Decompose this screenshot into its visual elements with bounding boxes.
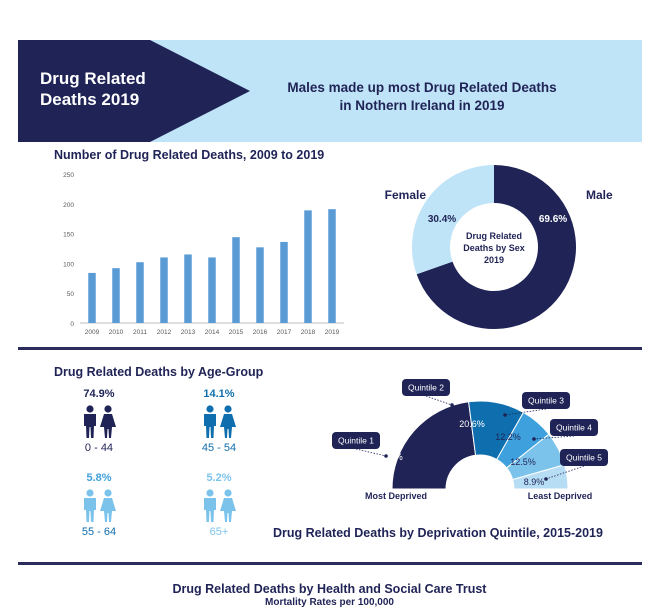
banner-title: Drug Related Deaths 2019 [40,68,190,110]
callout-dot [544,477,548,481]
x-tick-label: 2012 [157,329,172,336]
quintile-value-label: 45.9% [377,452,403,462]
age-group-title: Drug Related Deaths by Age-Group [54,365,264,379]
x-tick-label: 2017 [277,329,292,336]
x-tick-label: 2016 [253,329,268,336]
quintile-label: Quintile 3 [528,396,564,406]
quintile-segment-5 [512,464,569,490]
quintile-callout-box [332,432,380,449]
bar-2013 [184,254,192,323]
deprivation-chart-title: Drug Related Deaths by Deprivation Quint… [273,526,603,540]
person-icon [189,405,249,444]
age-group-label: 55 - 64 [81,526,117,538]
age-percent-label: 74.9% [83,388,115,400]
quintile-callout-box [560,449,608,466]
quintile-value-label: 20.6% [459,419,485,429]
quintile-callout-box [522,392,570,409]
callout-dot [503,413,507,417]
x-tick-label: 2011 [133,329,147,336]
person-icon [189,489,249,528]
hsc-title: Drug Related Deaths by Health and Social… [172,582,487,596]
callout-dot [450,403,454,407]
x-tick-label: 2018 [301,329,316,336]
callout-leader [504,408,547,416]
donut-slice-female [411,165,494,275]
quintile-label: Quintile 5 [566,453,602,463]
age-percent-label: 5.2% [206,472,232,484]
quintile-label: Quintile 1 [338,436,374,446]
bar-2009 [88,272,96,323]
x-tick-label: 2009 [85,329,100,336]
donut-slice-male [416,165,576,329]
y-tick-label: 150 [63,232,74,239]
quintile-label: Quintile 4 [556,423,592,433]
quintile-value-label: 12.5% [510,457,536,467]
callout-leader [355,448,387,457]
quintile-label: Quintile 2 [408,383,444,393]
least-deprived-label: Least Deprived [528,491,593,501]
y-tick-label: 200 [63,202,74,209]
bar-chart: 0 50 100 150 200 250 2009 2010 2011 2012 2013 2014 2… [63,172,344,336]
banner-headline-line1: Males made up most Drug Related Deaths [287,80,557,95]
section-divider-2 [18,562,642,565]
x-tick-label: 2019 [325,329,340,336]
quintile-callout-box [550,419,598,436]
bar-2014 [208,257,216,323]
male-percent-label: 69.6% [539,214,567,225]
section-divider [18,347,642,350]
callout-leader [425,395,453,406]
quintile-segment-1 [391,401,477,490]
y-tick-label: 250 [63,172,74,179]
banner-headline: Males made up most Drug Related Deaths i… [262,79,582,115]
y-tick-label: 100 [63,261,74,268]
bar-2018 [304,210,312,323]
person-icon [69,489,129,528]
banner-arrow-shape [18,40,250,142]
quintile-callout-box [402,379,450,396]
banner-title-line1: Drug Related [40,69,146,88]
banner-headline-line2: in Nothern Ireland in 2019 [339,98,505,113]
banner-title-line2: Deaths 2019 [40,90,140,109]
y-tick-label: 0 [70,321,74,328]
sex-donut-chart: 69.6% 30.4% Male Female Drug Related Deaths b… [385,165,613,329]
bar-2012 [160,257,168,323]
female-percent-label: 30.4% [428,214,456,225]
age-group-label: 45 - 54 [201,442,237,454]
y-tick-label: 50 [67,291,75,298]
age-group-label: 65+ [209,526,229,538]
bar-2015 [232,237,240,323]
age-percent-label: 5.8% [86,472,112,484]
donut-center-label: 2019 [484,255,504,265]
hsc-subtitle: Mortality Rates per 100,000 [265,597,394,608]
callout-dot [384,454,388,458]
x-tick-label: 2010 [109,329,124,336]
bar-2010 [112,268,120,323]
person-icon [69,405,129,444]
deprivation-chart: 45.9% 20.6% 12.2% 12.5% 8.9% Quintile 1 Quinti… [332,379,608,501]
callout-dot [532,437,536,441]
callout-leader [545,465,585,480]
donut-center-label: Deaths by Sex [463,243,525,253]
bar-chart-title: Number of Drug Related Deaths, 2009 to 2… [54,148,325,162]
x-tick-label: 2013 [181,329,196,336]
bar-2019 [328,209,336,323]
bar-2016 [256,247,264,323]
donut-center-label: Drug Related [466,231,522,241]
age-group-label: 0 - 44 [84,442,114,454]
bar-2017 [280,241,288,323]
bar-2011 [136,262,144,323]
callout-leader [533,435,575,440]
legend-female: Female [385,188,427,202]
quintile-value-label: 8.9% [524,477,545,487]
age-percent-label: 14.1% [203,388,235,400]
quintile-value-label: 12.2% [495,432,521,442]
legend-male: Male [586,188,613,202]
x-tick-label: 2014 [205,329,220,336]
most-deprived-label: Most Deprived [365,491,427,501]
x-tick-label: 2015 [229,329,244,336]
